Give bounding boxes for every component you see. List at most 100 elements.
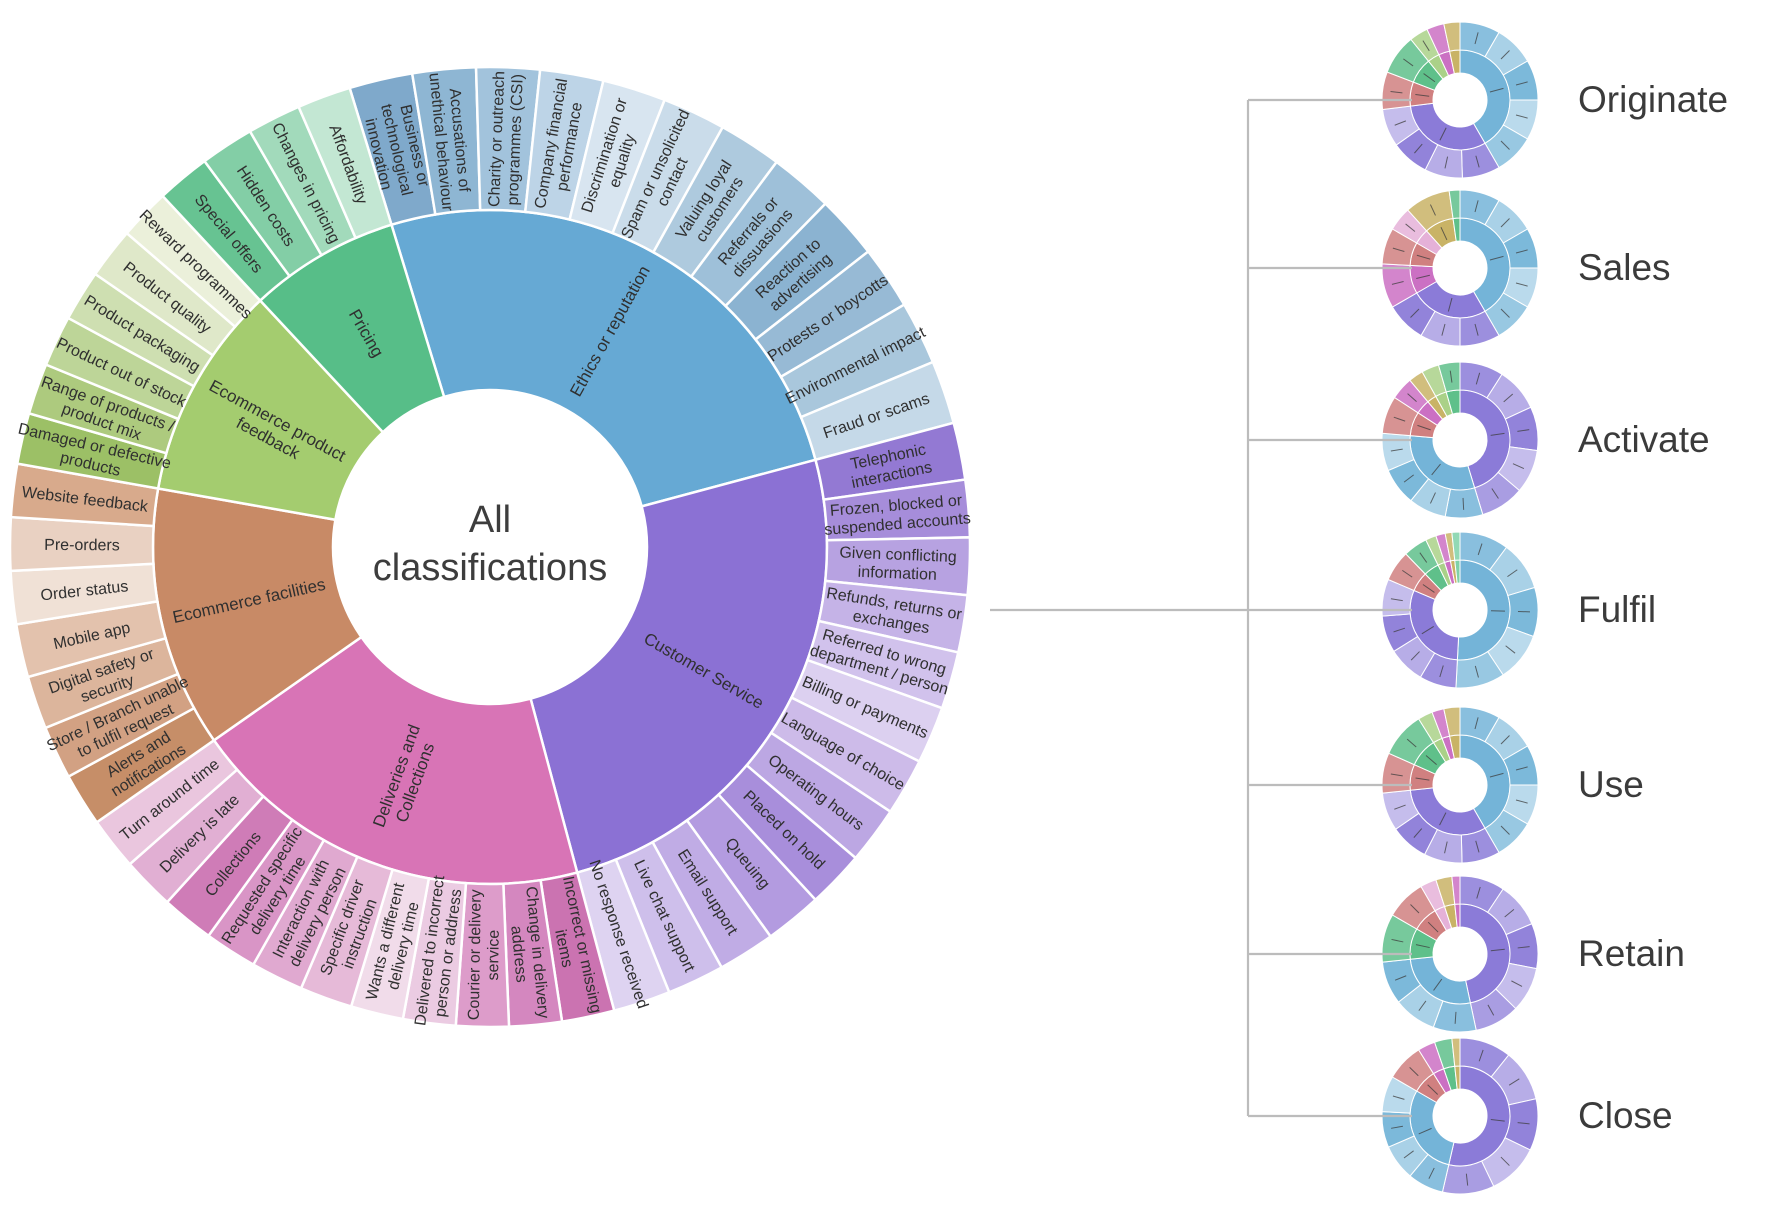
stage-label-close: Close: [1578, 1095, 1673, 1136]
mini-label-mark: [1475, 840, 1480, 853]
mini-donut-close[interactable]: [1381, 1037, 1539, 1195]
mini-label-mark: [1517, 429, 1530, 432]
mini-label-mark: [1418, 1127, 1432, 1135]
mini-label-mark: [1489, 255, 1504, 261]
mini-label-mark: [1403, 1150, 1414, 1159]
mini-label-mark: [1409, 1067, 1419, 1077]
stage-label-fulfil: Fulfil: [1578, 589, 1657, 630]
mini-label-mark: [1477, 543, 1483, 556]
subcategory-label-courier-or-delivery-service: Courier or deliveryservice: [466, 889, 504, 1020]
center-label-line2: classifications: [372, 547, 608, 589]
mini-label-mark: [1415, 777, 1430, 781]
mini-label-mark: [1413, 828, 1423, 838]
subcategory-label-pre-orders: Pre-orders: [44, 537, 120, 555]
mini-label-mark: [1423, 73, 1436, 83]
mini-label-mark: [1439, 127, 1447, 141]
mini-label-mark: [1406, 738, 1417, 748]
mini-label-mark: [1390, 773, 1403, 777]
mini-label-mark: [1462, 497, 1465, 510]
mini-label-mark: [1439, 812, 1447, 826]
mini-label-mark: [1433, 978, 1443, 991]
subcategory-label-given-conflicting-information: Given conflictinginformation: [838, 544, 957, 584]
mini-label-mark: [1500, 50, 1510, 60]
mini-label-mark: [1515, 799, 1528, 804]
mini-label-mark: [1500, 218, 1510, 228]
mini-label-mark: [1414, 143, 1423, 154]
mini-label-mark: [1515, 282, 1528, 287]
mini-donut-fulfil[interactable]: [1381, 531, 1539, 689]
mini-label-mark: [1441, 323, 1446, 336]
mini-label-mark: [1474, 717, 1479, 730]
mini-originate-outer-gold-0: [1443, 21, 1461, 52]
mini-label-mark: [1511, 980, 1523, 987]
mini-label-mark: [1403, 58, 1414, 67]
mini-label-mark: [1447, 297, 1453, 312]
stage-label-sales: Sales: [1578, 247, 1671, 288]
mini-label-mark: [1439, 665, 1444, 678]
mini-label-mark: [1415, 94, 1430, 97]
mini-label-mark: [1393, 416, 1406, 422]
mini-label-mark: [1428, 1167, 1435, 1179]
mini-label-mark: [1515, 766, 1528, 771]
segment-affordability[interactable]: [296, 86, 394, 240]
mini-label-mark: [1474, 32, 1479, 45]
stage-label-retain: Retain: [1578, 933, 1685, 974]
mini-label-mark: [1475, 155, 1480, 168]
mini-label-mark: [1508, 1078, 1520, 1086]
mini-label-mark: [1517, 1122, 1530, 1125]
mini-label-mark: [1410, 308, 1420, 318]
mini-label-mark: [1515, 114, 1528, 119]
center-label-line1: All: [468, 499, 512, 541]
subcategory-label-charity-or-outreach-programmes-csi: Charity or outreachprogrammes (CSI): [486, 71, 527, 208]
mini-donut-use[interactable]: [1381, 706, 1539, 864]
mini-label-mark: [1500, 140, 1510, 150]
mini-label-mark: [1474, 665, 1479, 678]
mini-label-mark: [1505, 645, 1516, 654]
mini-label-mark: [1410, 651, 1420, 661]
mini-label-mark: [1427, 921, 1439, 933]
mini-donut-sales[interactable]: [1381, 189, 1539, 347]
mini-label-mark: [1425, 755, 1437, 766]
mini-label-mark: [1475, 372, 1481, 385]
mini-label-mark: [1390, 448, 1403, 452]
stage-label-use: Use: [1578, 764, 1644, 805]
stage-label-activate: Activate: [1578, 419, 1710, 460]
mini-activate-outer-green-0: [1437, 361, 1461, 393]
mini-label-mark: [1407, 393, 1417, 402]
mini-label-mark: [1500, 825, 1510, 835]
mini-donut-originate[interactable]: [1381, 21, 1539, 179]
mini-donut-activate[interactable]: [1381, 361, 1539, 519]
mini-label-mark: [1476, 886, 1481, 899]
mini-label-mark: [1391, 938, 1404, 943]
mini-fulfil-outer-mint-0: [1451, 531, 1461, 561]
mini-label-mark: [1394, 120, 1407, 126]
mini-label-mark: [1403, 474, 1414, 483]
mini-label-mark: [1431, 463, 1441, 476]
mini-close-outer-gold-0: [1451, 1037, 1461, 1067]
mini-label-mark: [1427, 1084, 1439, 1095]
mini-donut-retain[interactable]: [1381, 875, 1539, 1033]
mini-label-mark: [1515, 249, 1528, 254]
mini-label-mark: [1391, 1125, 1403, 1129]
mini-label-mark: [1490, 432, 1505, 436]
stage-label-originate: Originate: [1578, 79, 1729, 120]
mini-label-mark: [1416, 254, 1431, 260]
mini-label-mark: [1444, 156, 1449, 169]
mini-label-mark: [1390, 90, 1403, 94]
mini-label-mark: [1419, 552, 1428, 563]
mini-label-mark: [1474, 200, 1479, 213]
mini-label-mark: [1465, 1173, 1469, 1186]
mini-label-mark: [1517, 946, 1530, 949]
mini-label-mark: [1392, 1095, 1405, 1100]
chart-center-label: All classifications: [290, 496, 690, 592]
mini-label-mark: [1421, 626, 1434, 635]
mini-label-mark: [1449, 370, 1453, 383]
mini-label-mark: [1394, 804, 1406, 810]
mini-label-mark: [1474, 323, 1479, 336]
mini-label-mark: [1489, 772, 1504, 778]
mini-label-mark: [1410, 904, 1420, 914]
mini-label-mark: [1418, 1000, 1427, 1011]
